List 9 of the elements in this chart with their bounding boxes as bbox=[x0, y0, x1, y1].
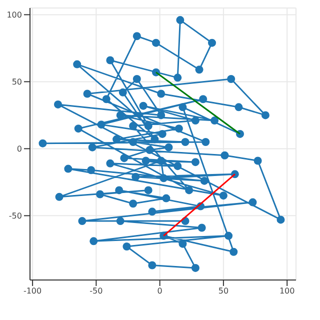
x-tick-label: -50 bbox=[90, 286, 103, 296]
x-tick-label: 0 bbox=[157, 286, 162, 296]
y-tick-label: 50 bbox=[12, 78, 22, 87]
y-tick-label: -50 bbox=[8, 212, 22, 221]
y-tick-label: 100 bbox=[6, 10, 22, 20]
x-tick-label: 50 bbox=[218, 286, 229, 296]
x-tick-label: -100 bbox=[23, 286, 42, 296]
y-tick-label: 0 bbox=[16, 144, 22, 154]
x-tick-label: 100 bbox=[279, 286, 295, 296]
